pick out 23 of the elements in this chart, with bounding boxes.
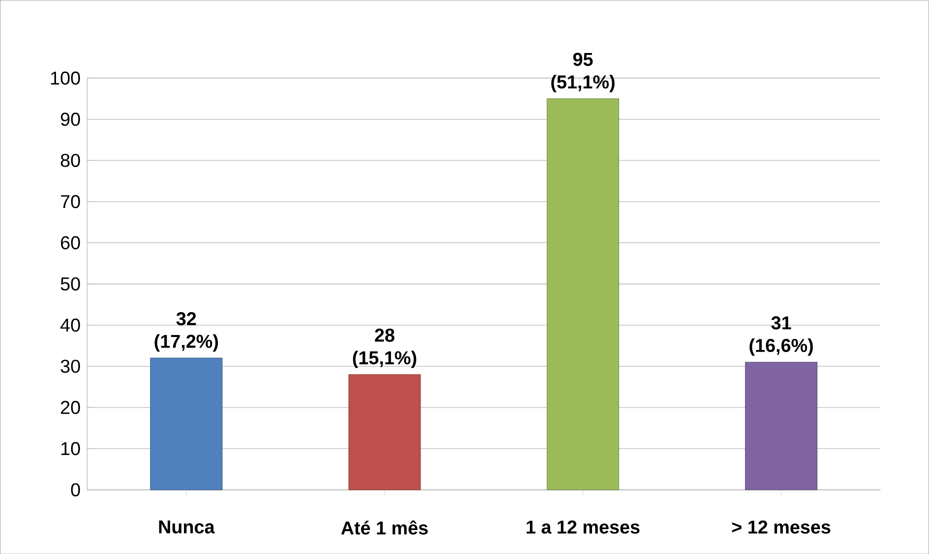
bar <box>348 374 421 490</box>
x-tick-label: 1 a 12 meses <box>526 520 640 534</box>
bar <box>745 362 818 490</box>
x-tick-label: > 12 meses <box>732 520 830 534</box>
y-tick-label: 50 <box>60 277 80 290</box>
y-tick-label: 20 <box>60 400 80 414</box>
y-tick-label: 10 <box>61 442 80 456</box>
data-label: 31 (16,6%) <box>750 316 813 356</box>
y-tick-label: 40 <box>60 318 80 332</box>
y-tick-label: 100 <box>51 71 80 85</box>
y-tick-label: 60 <box>60 236 80 250</box>
y-tick-label: 0 <box>71 483 80 496</box>
y-tick-label: 90 <box>60 112 80 126</box>
y-tick-label: 80 <box>60 154 80 167</box>
bar <box>546 98 620 490</box>
bar <box>150 358 222 490</box>
data-label: 95 (51,1%) <box>551 52 615 92</box>
data-label: 32 (17,2%) <box>154 312 218 352</box>
x-tick-label: Até 1 mês <box>341 520 428 534</box>
y-tick-label: 30 <box>60 360 80 373</box>
data-label: 28 (15,1%) <box>352 328 416 368</box>
y-tick-label: 70 <box>60 194 80 208</box>
x-tick-label: Nunca <box>159 520 215 534</box>
